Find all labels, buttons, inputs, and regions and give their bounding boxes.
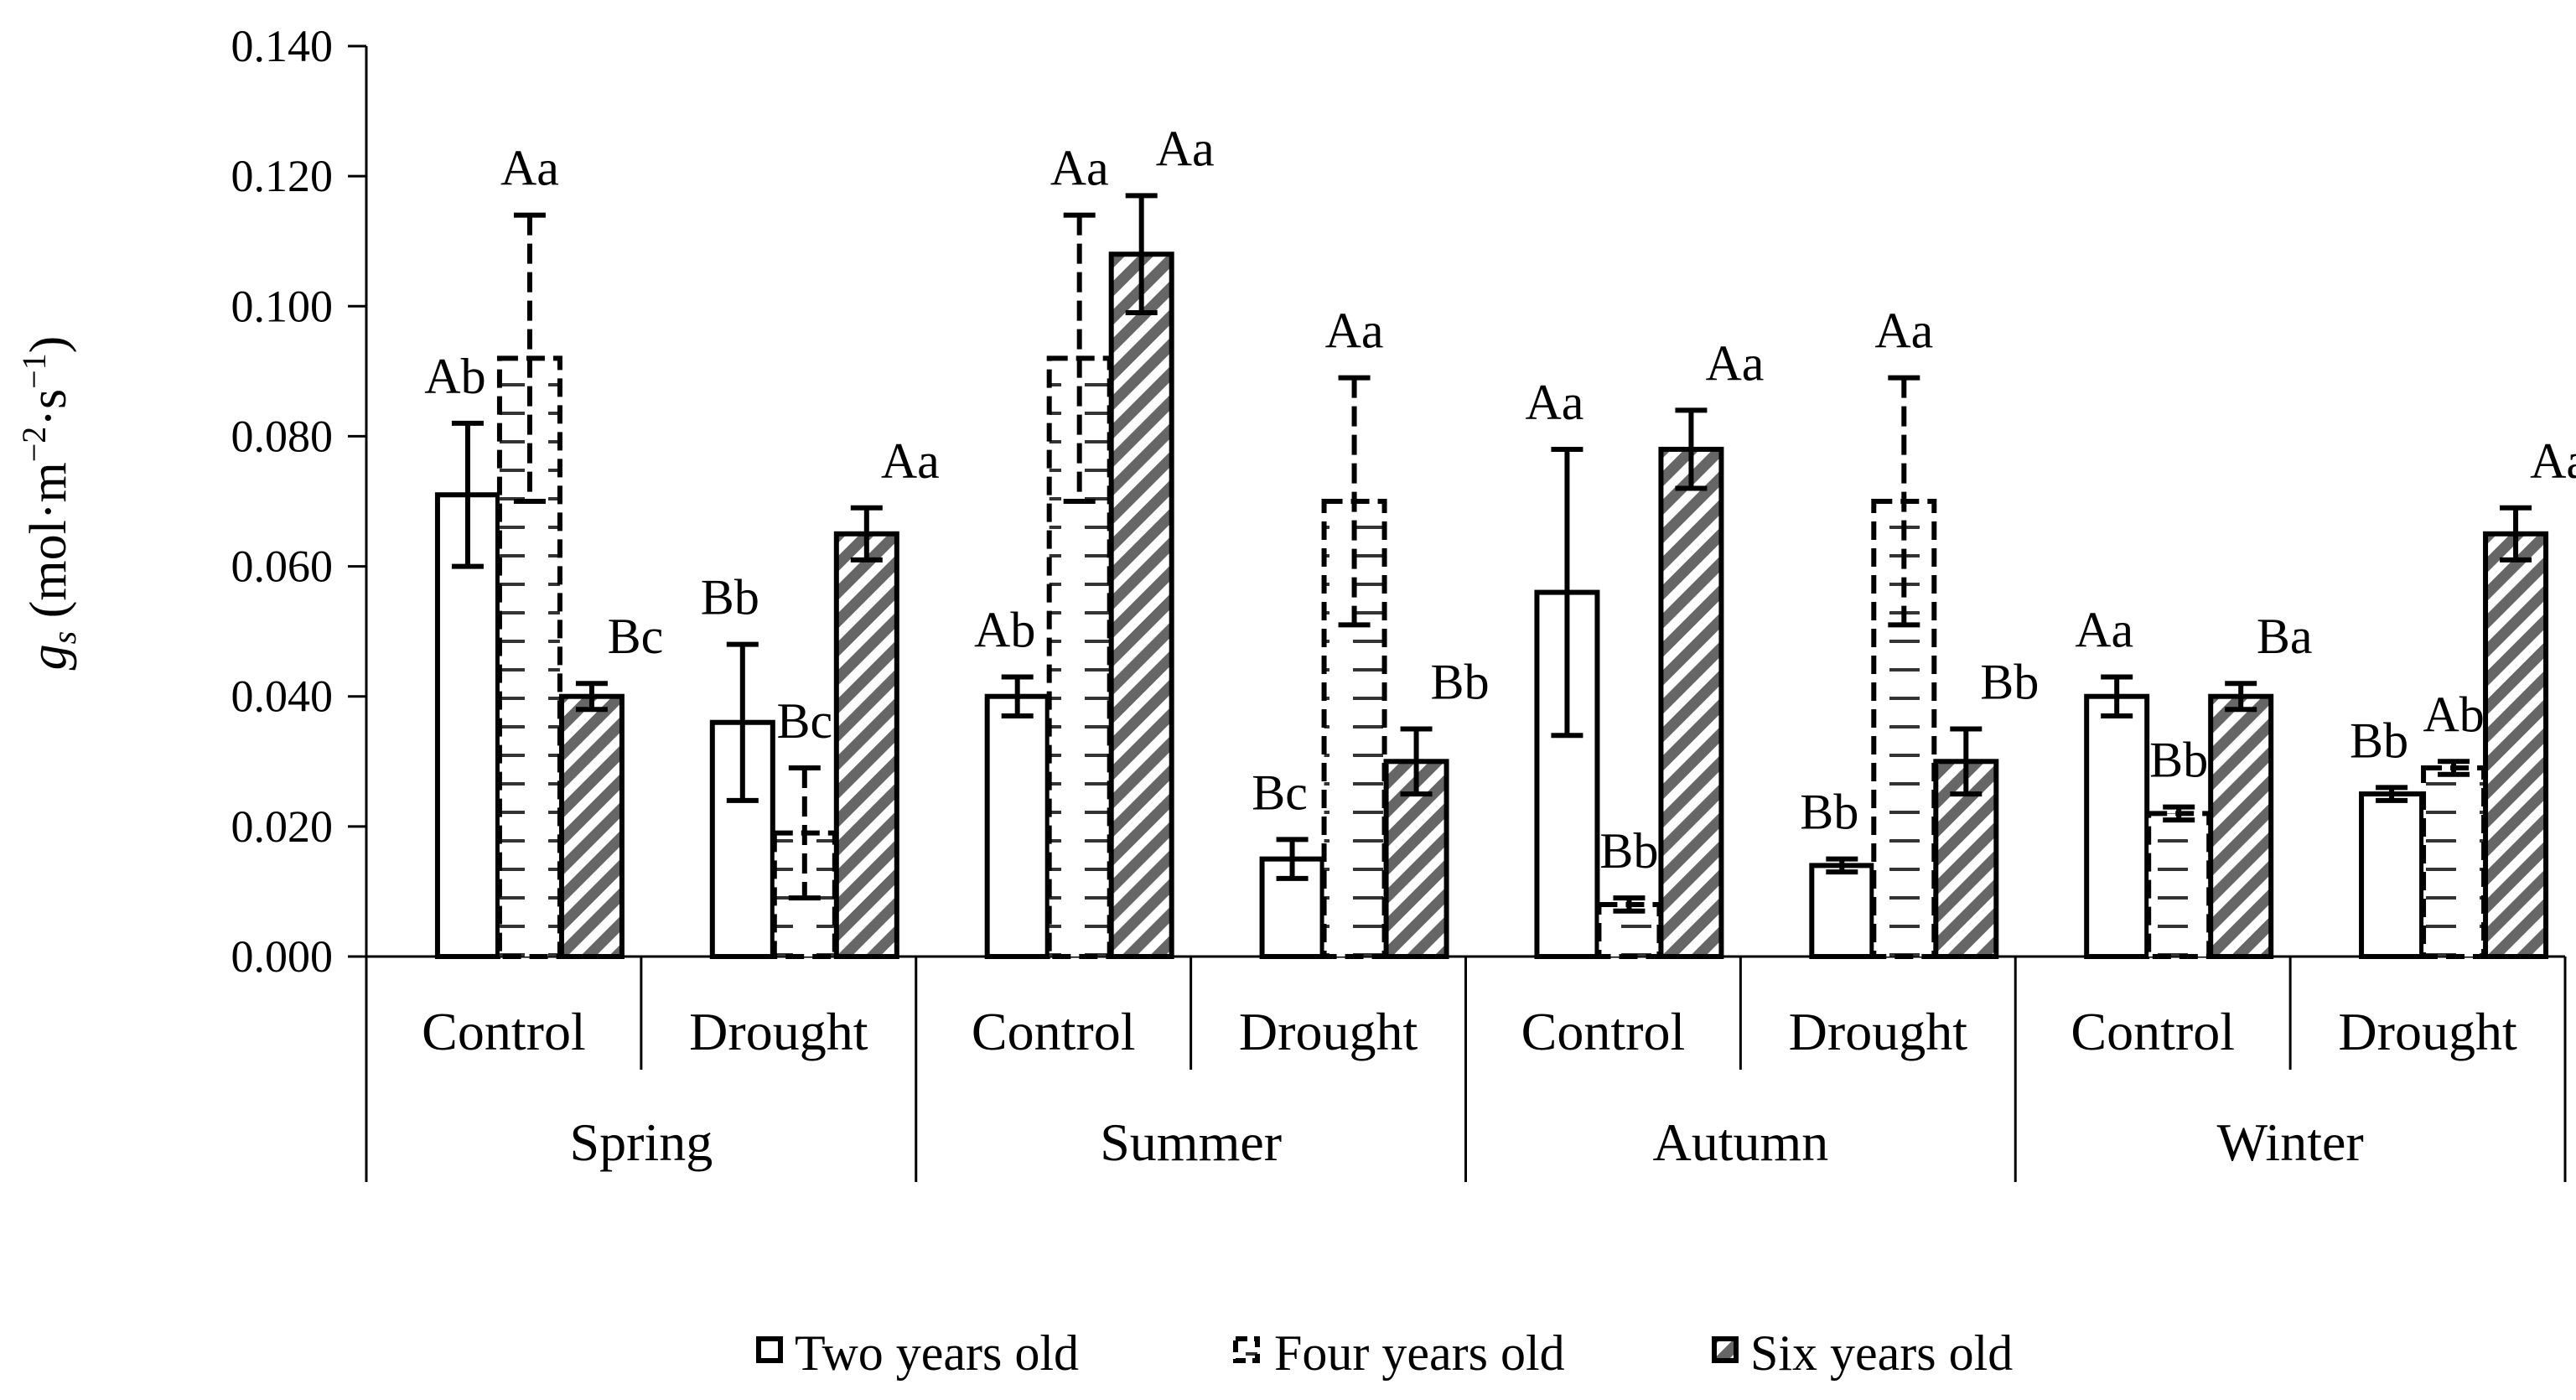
bar [2483, 531, 2549, 959]
category-label: Control [972, 1002, 1136, 1061]
significance-label: Ab [2423, 687, 2484, 742]
bar [1321, 499, 1387, 959]
y-axis-title-unit: (mol·m [20, 462, 77, 630]
bar [2146, 811, 2212, 959]
legend-swatch-four-years [1233, 1336, 1260, 1363]
y-tick-label: 0.040 [231, 671, 334, 722]
bar [2084, 693, 2150, 959]
legend-swatch-six-years [1712, 1336, 1739, 1363]
bar [1871, 499, 1937, 959]
category-label: Drought [2338, 1002, 2517, 1061]
category-label: Drought [1789, 1002, 1968, 1061]
category-label: Control [1521, 1002, 1686, 1061]
significance-label: Bb [1599, 823, 1658, 879]
category-label: Drought [1239, 1002, 1418, 1061]
group-label: Spring [570, 1112, 713, 1172]
group-label: Winter [2217, 1112, 2364, 1172]
y-tick-label: 0.000 [231, 931, 334, 982]
bar [984, 693, 1050, 959]
significance-label: Bb [1431, 655, 1490, 710]
significance-label: Bc [1252, 765, 1308, 820]
significance-label: Ab [424, 349, 485, 404]
y-tick-label: 0.100 [231, 281, 334, 331]
y-tick-label: 0.120 [231, 151, 334, 201]
significance-label: Ab [974, 602, 1035, 657]
significance-label: Aa [1525, 375, 1583, 430]
y-axis-title-exp2: −1 [15, 353, 53, 389]
significance-label: Aa [881, 433, 940, 489]
legend: Two years old Four years old Six years o… [756, 1325, 2013, 1381]
legend-label-four-years: Four years old [1274, 1325, 1565, 1381]
bar [833, 531, 899, 959]
y-tick-label: 0.060 [231, 542, 334, 592]
significance-label: Aa [1705, 335, 1764, 391]
bar [1933, 759, 1999, 959]
category-label: Control [2071, 1002, 2235, 1061]
y-axis-title-main: g [20, 644, 77, 670]
significance-labels: Ab Bb Ab Bc Aa Bb Aa Bb Aa Bc Aa Aa Bb Aa Bb Ab Bc Aa Aa Bb… [424, 121, 2576, 879]
significance-label: Ba [2257, 609, 2313, 664]
significance-label: Aa [1325, 303, 1384, 359]
y-axis-title-sub: s [45, 631, 83, 645]
bar [1658, 446, 1724, 959]
significance-label: Bc [608, 609, 664, 664]
y-axis-title-exp1: −2 [15, 427, 53, 463]
category-label: Control [422, 1002, 586, 1061]
significance-label: Bc [776, 693, 832, 749]
axes: 0.000 0.020 0.040 0.060 0.080 0.100 0.120 0.140… [231, 21, 2567, 1182]
y-tick-label: 0.140 [231, 21, 334, 71]
significance-label: Aa [2530, 433, 2576, 489]
significance-label: Aa [1874, 303, 1933, 359]
y-tick-label: 0.080 [231, 411, 334, 461]
significance-label: Aa [2075, 602, 2133, 657]
y-tick-label: 0.020 [231, 801, 334, 852]
group-label: Autumn [1652, 1112, 1828, 1172]
bar [558, 693, 625, 959]
bar [1108, 251, 1174, 959]
y-axis-title-mid: ·s [20, 389, 77, 427]
significance-label: Bb [2149, 733, 2208, 788]
significance-label: Aa [1156, 121, 1215, 176]
y-axis-title-close: ) [20, 336, 77, 354]
legend-label-two-years: Two years old [795, 1325, 1079, 1381]
group-label: Summer [1100, 1112, 1282, 1172]
legend-label-six-years: Six years old [1750, 1325, 2013, 1381]
significance-label: Aa [500, 141, 559, 196]
bar [2208, 693, 2274, 959]
error-bars [451, 193, 2532, 914]
significance-label: Bb [2350, 713, 2408, 768]
bar [2421, 765, 2487, 959]
significance-label: Bb [701, 570, 759, 625]
y-axis-title: gs (mol·m−2·s−1) [15, 336, 83, 671]
significance-label: Bb [1800, 785, 1858, 840]
bar [1809, 863, 1875, 960]
significance-label: Bb [1980, 655, 2039, 710]
legend-swatch-two-years [756, 1336, 783, 1363]
category-label: Drought [689, 1002, 868, 1061]
significance-label: Aa [1050, 141, 1109, 196]
bar [2359, 791, 2425, 959]
